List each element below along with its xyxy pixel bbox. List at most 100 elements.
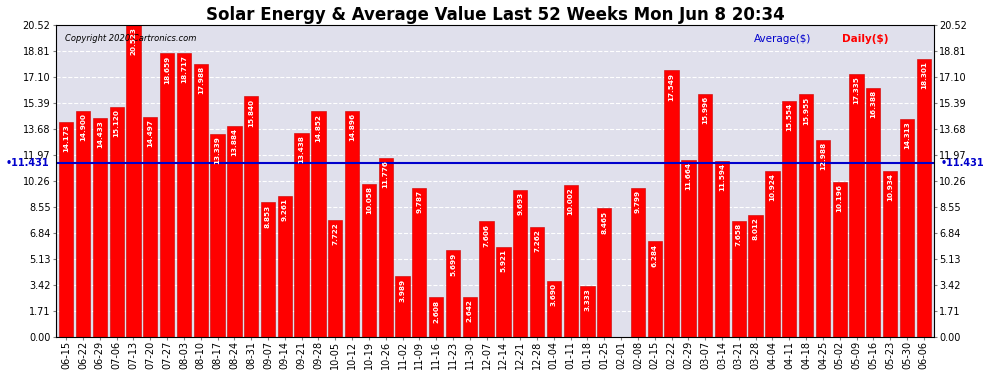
- Bar: [530, 226, 544, 337]
- Text: 5.921: 5.921: [500, 249, 507, 272]
- Bar: [378, 158, 393, 337]
- Text: 13.339: 13.339: [215, 136, 221, 164]
- Text: 17.988: 17.988: [198, 66, 204, 94]
- Text: 8.465: 8.465: [601, 210, 607, 234]
- Text: 10.934: 10.934: [887, 173, 893, 201]
- Bar: [580, 286, 595, 337]
- Bar: [732, 220, 746, 337]
- Text: 15.554: 15.554: [786, 103, 792, 131]
- Bar: [833, 182, 846, 337]
- Text: Average($): Average($): [754, 34, 812, 45]
- Bar: [698, 94, 713, 337]
- Bar: [260, 202, 275, 337]
- Bar: [597, 208, 612, 337]
- Text: 7.606: 7.606: [483, 224, 490, 247]
- Text: 9.799: 9.799: [635, 190, 641, 213]
- Bar: [211, 134, 225, 337]
- Bar: [647, 242, 662, 337]
- Bar: [900, 119, 914, 337]
- Bar: [681, 160, 696, 337]
- Text: 11.664: 11.664: [685, 162, 691, 190]
- Bar: [412, 188, 427, 337]
- Text: 2.642: 2.642: [466, 299, 473, 322]
- Bar: [917, 59, 931, 337]
- Text: 17.549: 17.549: [668, 72, 674, 100]
- Bar: [59, 122, 73, 337]
- Text: 7.658: 7.658: [736, 223, 742, 246]
- Text: 14.896: 14.896: [349, 113, 355, 141]
- Bar: [479, 221, 494, 337]
- Text: 14.852: 14.852: [316, 114, 322, 141]
- Bar: [311, 111, 326, 337]
- Bar: [866, 88, 880, 337]
- Text: 3.989: 3.989: [400, 279, 406, 302]
- Bar: [631, 188, 645, 337]
- Text: 8.853: 8.853: [265, 205, 271, 228]
- Bar: [816, 140, 830, 337]
- Bar: [748, 215, 762, 337]
- Text: 15.996: 15.996: [702, 96, 708, 124]
- Text: 13.884: 13.884: [232, 128, 238, 156]
- Text: 7.262: 7.262: [534, 229, 540, 252]
- Text: 10.196: 10.196: [837, 184, 842, 212]
- Text: 5.699: 5.699: [450, 253, 456, 276]
- Bar: [513, 190, 528, 337]
- Text: 14.313: 14.313: [904, 122, 910, 150]
- Bar: [664, 70, 679, 337]
- Text: 15.840: 15.840: [248, 99, 254, 126]
- Text: 6.284: 6.284: [651, 244, 657, 267]
- Bar: [395, 276, 410, 337]
- Text: 9.261: 9.261: [282, 198, 288, 222]
- Bar: [110, 107, 124, 337]
- Bar: [715, 161, 730, 337]
- Bar: [127, 25, 141, 337]
- Bar: [194, 64, 208, 337]
- Text: 2.608: 2.608: [434, 300, 440, 322]
- Bar: [782, 100, 796, 337]
- Title: Solar Energy & Average Value Last 52 Weeks Mon Jun 8 20:34: Solar Energy & Average Value Last 52 Wee…: [206, 6, 784, 24]
- Text: 12.988: 12.988: [820, 142, 826, 170]
- Text: 11.594: 11.594: [719, 163, 725, 191]
- Text: 9.693: 9.693: [517, 192, 524, 215]
- Bar: [76, 111, 90, 337]
- Text: 14.900: 14.900: [80, 113, 86, 141]
- Bar: [361, 184, 376, 337]
- Text: 10.924: 10.924: [769, 173, 775, 201]
- Bar: [429, 297, 444, 337]
- Bar: [93, 118, 107, 337]
- Text: 11.776: 11.776: [383, 160, 389, 188]
- Bar: [228, 126, 242, 337]
- Bar: [244, 96, 258, 337]
- Bar: [563, 185, 578, 337]
- Text: •11.431: •11.431: [6, 158, 50, 168]
- Bar: [462, 297, 477, 337]
- Text: Copyright 2020 Cartronics.com: Copyright 2020 Cartronics.com: [65, 34, 196, 44]
- Bar: [345, 111, 359, 337]
- Bar: [496, 247, 511, 337]
- Text: 15.120: 15.120: [114, 110, 120, 137]
- Text: 15.955: 15.955: [803, 97, 809, 125]
- Text: 7.722: 7.722: [333, 222, 339, 245]
- Text: •11.431: •11.431: [940, 158, 984, 168]
- Text: 14.497: 14.497: [148, 119, 153, 147]
- Text: 13.438: 13.438: [299, 135, 305, 163]
- Bar: [765, 171, 779, 337]
- Text: 14.433: 14.433: [97, 120, 103, 148]
- Text: 10.002: 10.002: [567, 187, 573, 215]
- Bar: [328, 220, 343, 337]
- Text: 18.659: 18.659: [164, 56, 170, 84]
- Text: 18.301: 18.301: [921, 61, 927, 89]
- Text: 14.173: 14.173: [63, 124, 69, 152]
- Bar: [144, 117, 157, 337]
- Bar: [177, 53, 191, 337]
- Bar: [277, 196, 292, 337]
- Text: 9.787: 9.787: [417, 190, 423, 213]
- Text: Daily($): Daily($): [842, 34, 888, 45]
- Text: 8.012: 8.012: [752, 217, 758, 240]
- Text: 18.717: 18.717: [181, 55, 187, 82]
- Text: 20.523: 20.523: [131, 27, 137, 55]
- Bar: [799, 94, 813, 337]
- Text: 3.690: 3.690: [550, 283, 556, 306]
- Text: 17.335: 17.335: [853, 76, 859, 104]
- Bar: [883, 171, 897, 337]
